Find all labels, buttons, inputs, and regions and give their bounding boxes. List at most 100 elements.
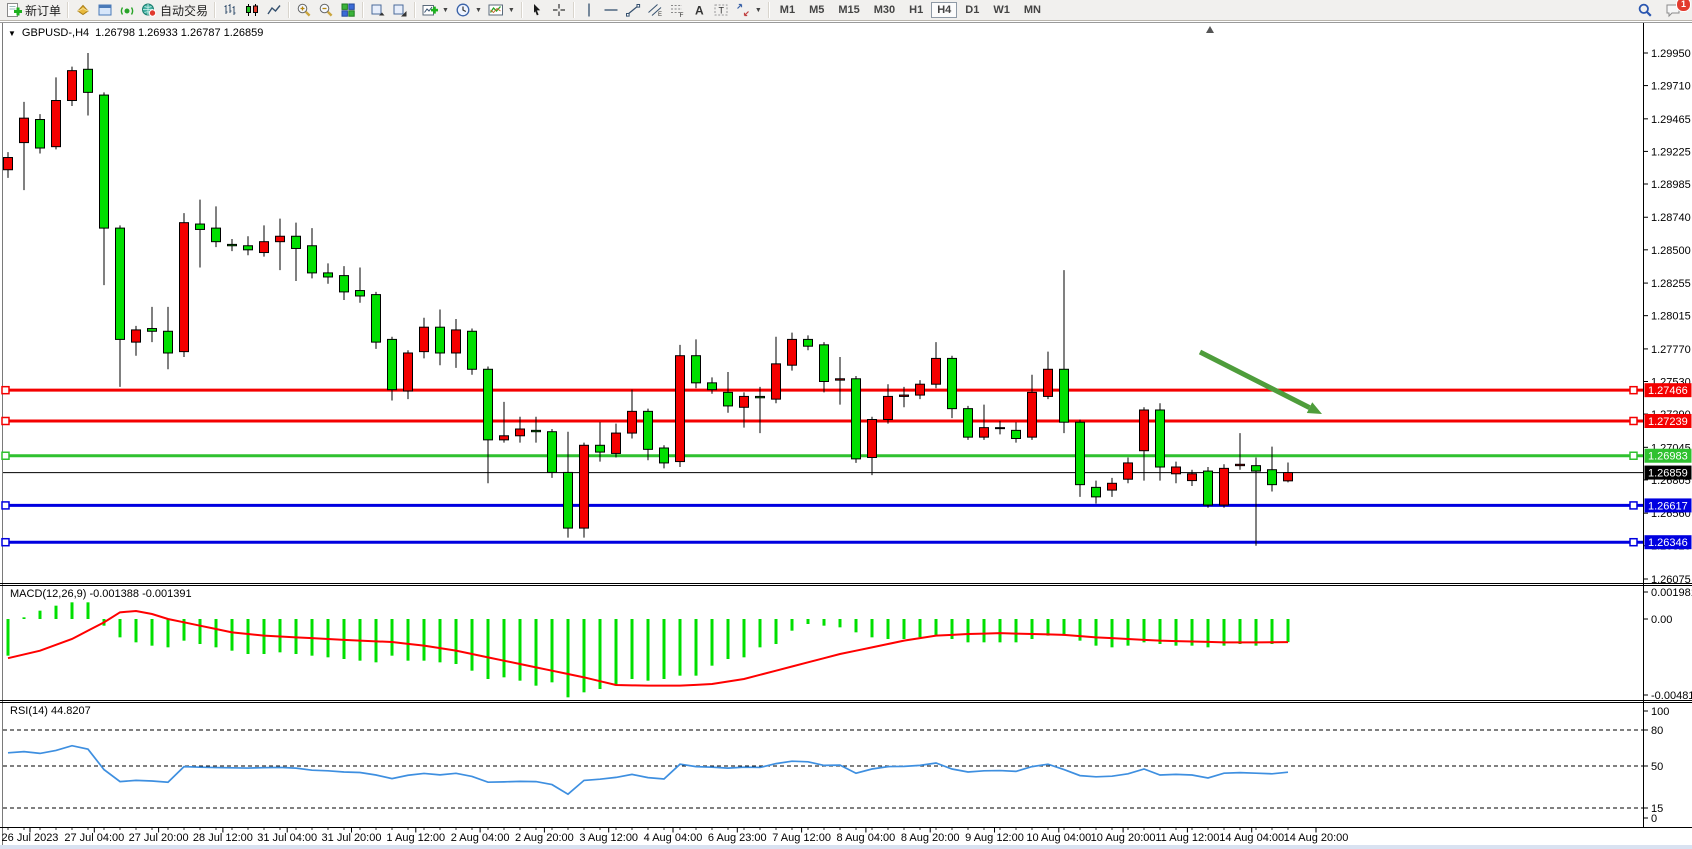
- macd-histogram-bar: [1174, 619, 1178, 646]
- vline-icon: [588, 3, 590, 17]
- crosshair-tool-button[interactable]: [548, 1, 570, 20]
- price-level-label-box: [1644, 383, 1692, 398]
- toolbar-separator: [520, 2, 523, 18]
- vline-tool-button[interactable]: [578, 1, 600, 20]
- template-button[interactable]: ▼: [485, 1, 518, 20]
- new-order-button[interactable]: 新订单: [3, 1, 64, 20]
- price-level-label-box: [1644, 498, 1692, 513]
- timeframe-h4-button[interactable]: H4: [931, 2, 958, 18]
- candlestick-mode-button[interactable]: [241, 1, 263, 20]
- candle-body: [739, 395, 749, 408]
- timeframe-m1-button[interactable]: M1: [779, 4, 796, 16]
- macd-histogram-bar: [678, 619, 682, 676]
- price-axis-tick-label: 1.29710: [1651, 81, 1691, 93]
- time-axis-label: 4 Aug 04:00: [644, 832, 703, 844]
- macd-histogram-bar: [214, 619, 218, 648]
- time-axis-label: 2 Aug 04:00: [451, 832, 510, 844]
- macd-histogram-bar: [966, 619, 970, 643]
- macd-histogram-bar: [614, 619, 618, 686]
- macd-histogram-bar: [1110, 619, 1114, 648]
- search-icon: [1638, 3, 1652, 17]
- macd-histogram-bar: [662, 619, 666, 680]
- search-button[interactable]: [1634, 1, 1656, 20]
- macd-histogram-bar: [982, 619, 986, 643]
- bar-chart-mode-button[interactable]: [219, 1, 241, 20]
- macd-histogram-bar: [438, 619, 442, 663]
- level-line-handle[interactable]: [1, 416, 10, 426]
- candle-body: [243, 245, 253, 251]
- terminal-window-button[interactable]: [94, 1, 116, 20]
- level-line-handle[interactable]: [1, 537, 10, 547]
- candle-body: [531, 429, 541, 433]
- candle-body: [483, 368, 493, 441]
- candle-body: [323, 272, 333, 278]
- timeframe-m30-button[interactable]: M30: [873, 4, 896, 16]
- zoom-out-button[interactable]: [315, 1, 337, 20]
- macd-panel-label: MACD(12,26,9) -0.001388 -0.001391: [10, 588, 192, 600]
- line-chart-mode-button[interactable]: [263, 1, 285, 20]
- new-chart-button[interactable]: ▼: [419, 1, 452, 20]
- timeframe-m15-button[interactable]: M15: [838, 4, 860, 16]
- arrange-b-icon: [393, 4, 407, 17]
- text-tool-button[interactable]: A: [688, 1, 710, 20]
- macd-histogram-bar: [198, 619, 202, 645]
- level-line-handle[interactable]: [1, 385, 10, 395]
- level-line-handle[interactable]: [1629, 537, 1638, 547]
- signal-button[interactable]: [116, 1, 138, 20]
- timeframe-h1-button[interactable]: H1: [909, 4, 924, 16]
- timeframe-d1-button[interactable]: D1: [965, 4, 980, 16]
- hline-tool-button[interactable]: [600, 1, 622, 20]
- chart-shift-marker[interactable]: [1206, 26, 1214, 33]
- candle-body: [83, 68, 93, 93]
- price-axis-tick-label: 1.28255: [1651, 278, 1691, 290]
- candle-body: [899, 394, 909, 397]
- globe-icon: [142, 3, 157, 17]
- candle-body: [435, 326, 445, 354]
- level-line-handle[interactable]: [1629, 416, 1638, 426]
- price-axis-tick-label: 1.28985: [1651, 179, 1691, 191]
- annotation-arrow-line[interactable]: [1198, 349, 1311, 410]
- annotation-arrow-head[interactable]: [1306, 402, 1322, 414]
- notifications-button[interactable]: 1: [1662, 0, 1691, 20]
- time-axis-label: 8 Aug 20:00: [901, 832, 960, 844]
- timeframe-mn-button[interactable]: MN: [1023, 4, 1041, 16]
- level-line-handle[interactable]: [1629, 451, 1638, 460]
- zoom-in-button[interactable]: [293, 1, 315, 20]
- macd-histogram-bar: [1286, 619, 1290, 643]
- channel-tool-button[interactable]: E: [644, 1, 666, 20]
- level-line-handle[interactable]: [1, 451, 10, 460]
- level-line-handle[interactable]: [1629, 501, 1638, 510]
- macd-histogram-bar: [998, 619, 1002, 643]
- price-axis-tick-label: 1.29950: [1651, 48, 1691, 60]
- auto-scroll-button[interactable]: [367, 1, 389, 20]
- fibonacci-tool-button[interactable]: F: [666, 1, 688, 20]
- label-tool-button[interactable]: T: [710, 1, 732, 20]
- trendline-tool-button[interactable]: [622, 1, 644, 20]
- period-button[interactable]: ▼: [452, 1, 485, 20]
- macd-histogram-bar: [518, 619, 522, 681]
- new-order-button-label: 新订单: [25, 3, 62, 18]
- time-axis-label: 26 Jul 2023: [2, 832, 59, 844]
- cursor-tool-button[interactable]: [526, 1, 548, 20]
- macd-histogram-bar: [86, 602, 90, 619]
- timeframe-w1-button[interactable]: W1: [993, 4, 1010, 16]
- tile-windows-button[interactable]: [337, 1, 359, 20]
- candle-body: [99, 94, 109, 229]
- candle-body: [179, 222, 189, 353]
- auto-trading-button[interactable]: 自动交易: [138, 1, 211, 20]
- candle-body: [947, 357, 957, 410]
- svg-text:A: A: [695, 4, 704, 18]
- chart-dropdown-icon[interactable]: ▼: [8, 28, 16, 38]
- market-button[interactable]: [72, 1, 94, 20]
- level-line-handle[interactable]: [1, 501, 10, 510]
- candle-body: [339, 275, 349, 293]
- shapes-tool-button[interactable]: ▼: [732, 1, 765, 20]
- rsi-panel-label: RSI(14) 44.8207: [10, 705, 91, 717]
- chart-shift-button[interactable]: [389, 1, 411, 20]
- level-line-handle[interactable]: [1629, 385, 1638, 395]
- rsi-line: [7, 744, 1289, 796]
- timeframe-m5-button[interactable]: M5: [809, 4, 825, 16]
- price-level-label: 1.26617: [1648, 500, 1688, 512]
- toolbar-separator: [67, 2, 70, 18]
